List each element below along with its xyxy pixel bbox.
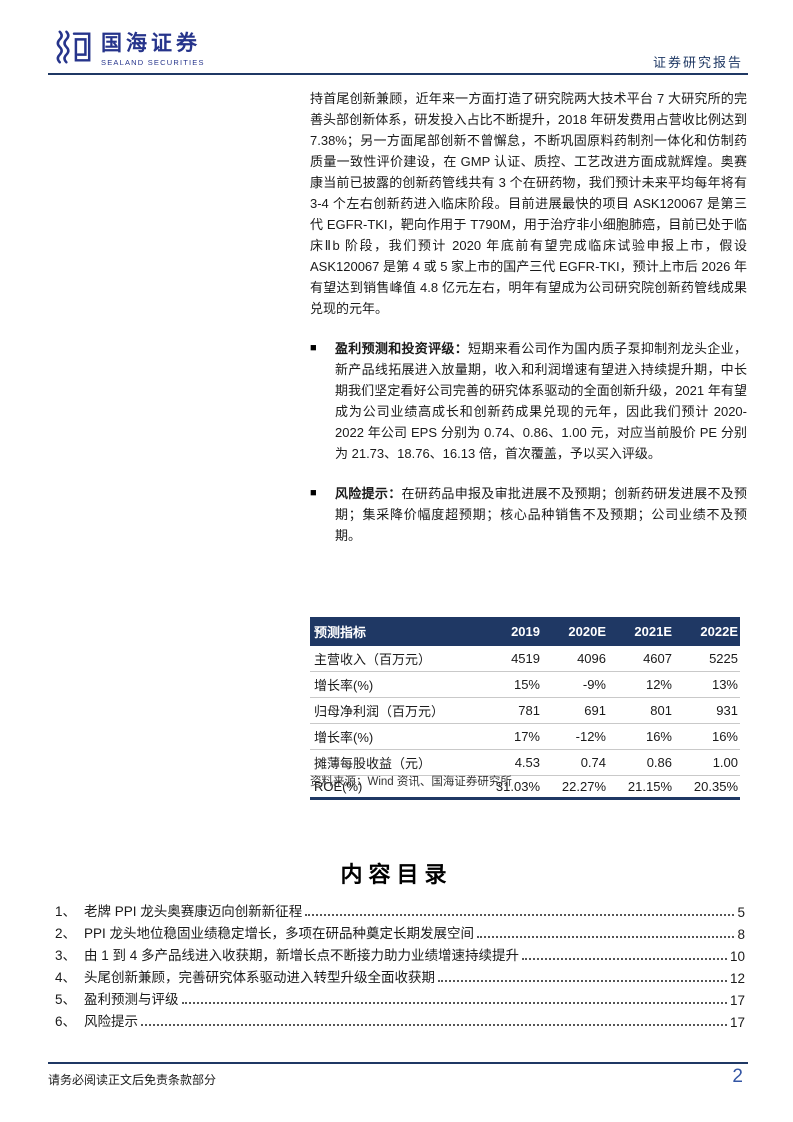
table-row: 增长率(%) 17% -12% 16% 16% xyxy=(310,723,740,750)
table-cell: 31.03% xyxy=(476,775,542,800)
logo-company-name: 国海证券 xyxy=(101,32,201,56)
toc-dotted-leader xyxy=(522,958,727,960)
table-cell: 22.27% xyxy=(542,775,608,800)
table-cell: 0.74 xyxy=(542,749,608,776)
table-cell: 12% xyxy=(608,671,674,698)
table-row: 归母净利润（百万元） 781 691 801 931 xyxy=(310,697,740,724)
table-cell: 16% xyxy=(674,723,740,750)
page-number: 2 xyxy=(732,1066,743,1087)
table-cell: 5225 xyxy=(674,646,740,672)
table-header-cell: 2022E xyxy=(674,617,740,646)
bullet-text: 短期来看公司作为国内质子泵抑制剂龙头企业，新产品线拓展进入放量期，收入和利润增速… xyxy=(335,341,747,461)
toc-item-label: 老牌 PPI 龙头奥赛康迈向创新新征程 xyxy=(84,904,303,919)
bullet-profit-forecast: ■ 盈利预测和投资评级：短期来看公司作为国内质子泵抑制剂龙头企业，新产品线拓展进… xyxy=(310,338,747,464)
toc-item-number: 3、 xyxy=(55,948,77,963)
toc-item-number: 4、 xyxy=(55,970,77,985)
summary-paragraph: 持首尾创新兼顾，近年来一方面打造了研究院两大技术平台 7 大研究所的完善头部创新… xyxy=(310,91,747,316)
toc-item-number: 1、 xyxy=(55,904,77,919)
company-logo: 国海证券 SEALAND SECURITIES xyxy=(55,28,205,71)
table-cell: 归母净利润（百万元） xyxy=(310,697,476,724)
table-cell: 20.35% xyxy=(674,775,740,800)
toc-item-number: 6、 xyxy=(55,1014,77,1029)
toc-item-6[interactable]: 6、 风险提示 17 xyxy=(55,1008,745,1030)
table-cell: 801 xyxy=(608,697,674,724)
table-cell: 4.53 xyxy=(476,749,542,776)
bullet-label: 盈利预测和投资评级： xyxy=(335,341,468,356)
table-cell: 摊薄每股收益（元） xyxy=(310,749,476,776)
table-row: ROE(%) 31.03% 22.27% 21.15% 20.35% xyxy=(310,775,740,800)
table-cell: 16% xyxy=(608,723,674,750)
toc-dotted-leader xyxy=(181,1002,727,1004)
table-cell: 4519 xyxy=(476,646,542,672)
toc-item-page: 17 xyxy=(729,993,745,1008)
table-cell: 13% xyxy=(674,671,740,698)
header-divider xyxy=(48,73,748,75)
logo-company-name-en: SEALAND SECURITIES xyxy=(101,57,205,67)
summary-column: 持首尾创新兼顾，近年来一方面打造了研究院两大技术平台 7 大研究所的完善头部创新… xyxy=(310,88,747,546)
table-header-cell: 2019 xyxy=(476,617,542,646)
toc-item-3[interactable]: 3、 由 1 到 4 多产品线进入收获期，新增长点不断接力助力业绩增速持续提升 … xyxy=(55,942,745,964)
sealand-logo-icon xyxy=(55,28,93,71)
table-cell: -12% xyxy=(542,723,608,750)
table-cell: 主营收入（百万元） xyxy=(310,646,476,672)
table-cell: 0.86 xyxy=(608,749,674,776)
table-cell: 1.00 xyxy=(674,749,740,776)
table-cell: 增长率(%) xyxy=(310,671,476,698)
report-type-label: 证券研究报告 xyxy=(652,55,743,70)
toc-dotted-leader xyxy=(305,914,735,916)
toc-item-1[interactable]: 1、 老牌 PPI 龙头奥赛康迈向创新新征程 5 xyxy=(55,898,745,920)
table-row: 增长率(%) 15% -9% 12% 13% xyxy=(310,671,740,698)
toc-item-label: PPI 龙头地位稳固业绩稳定增长，多项在研品种奠定长期发展空间 xyxy=(84,926,475,941)
table-cell: 4096 xyxy=(542,646,608,672)
table-cell: -9% xyxy=(542,671,608,698)
toc-dotted-leader xyxy=(141,1024,727,1026)
bullet-risk-warning: ■ 风险提示：在研药品申报及审批进展不及预期；创新药研发进展不及预期；集采降价幅… xyxy=(310,483,747,546)
toc-item-5[interactable]: 5、 盈利预测与评级 17 xyxy=(55,986,745,1008)
toc-item-number: 5、 xyxy=(55,992,77,1007)
toc-title: 内容目录 xyxy=(340,862,453,887)
bullet-square-icon: ■ xyxy=(310,487,317,499)
table-cell: 931 xyxy=(674,697,740,724)
toc-item-number: 2、 xyxy=(55,926,77,941)
table-cell: 781 xyxy=(476,697,542,724)
toc-item-label: 由 1 到 4 多产品线进入收获期，新增长点不断接力助力业绩增速持续提升 xyxy=(84,948,520,963)
footer-disclaimer: 请务必阅读正文后免责条款部分 xyxy=(48,1073,217,1087)
bullet-text: 在研药品申报及审批进展不及预期；创新药研发进展不及预期；集采降价幅度超预期；核心… xyxy=(335,486,747,543)
table-cell: 15% xyxy=(476,671,542,698)
forecast-table: 预测指标 2019 2020E 2021E 2022E 主营收入（百万元） 45… xyxy=(310,617,740,800)
footer-divider xyxy=(48,1062,748,1064)
toc-item-label: 头尾创新兼顾，完善研究体系驱动进入转型升级全面收获期 xyxy=(84,970,436,985)
table-row: 主营收入（百万元） 4519 4096 4607 5225 xyxy=(310,646,740,672)
table-header-cell: 2021E xyxy=(608,617,674,646)
toc-item-label: 盈利预测与评级 xyxy=(84,992,179,1007)
toc-item-2[interactable]: 2、 PPI 龙头地位稳固业绩稳定增长，多项在研品种奠定长期发展空间 8 xyxy=(55,920,745,942)
toc-item-4[interactable]: 4、 头尾创新兼顾，完善研究体系驱动进入转型升级全面收获期 12 xyxy=(55,964,745,986)
toc-item-page: 5 xyxy=(737,905,745,920)
table-header-cell: 预测指标 xyxy=(310,617,476,646)
table-cell: 17% xyxy=(476,723,542,750)
table-cell: 691 xyxy=(542,697,608,724)
toc-item-page: 8 xyxy=(737,927,745,942)
table-source-note: 资料来源：Wind 资讯、国海证券研究所 xyxy=(310,776,512,788)
table-header-row: 预测指标 2019 2020E 2021E 2022E xyxy=(310,617,740,646)
table-cell: 4607 xyxy=(608,646,674,672)
toc-item-label: 风险提示 xyxy=(84,1014,139,1029)
toc-item-page: 17 xyxy=(729,1015,745,1030)
toc-dotted-leader xyxy=(477,936,735,938)
table-cell: 增长率(%) xyxy=(310,723,476,750)
table-row: 摊薄每股收益（元） 4.53 0.74 0.86 1.00 xyxy=(310,749,740,776)
table-header-cell: 2020E xyxy=(542,617,608,646)
bullet-label: 风险提示： xyxy=(335,486,402,501)
toc-item-page: 12 xyxy=(729,971,745,986)
table-cell: 21.15% xyxy=(608,775,674,800)
bullet-square-icon: ■ xyxy=(310,342,317,354)
toc-dotted-leader xyxy=(438,980,727,982)
table-cell: ROE(%) xyxy=(310,775,476,800)
toc-list: 1、 老牌 PPI 龙头奥赛康迈向创新新征程 5 2、 PPI 龙头地位稳固业绩… xyxy=(55,898,745,1030)
toc-item-page: 10 xyxy=(729,949,745,964)
